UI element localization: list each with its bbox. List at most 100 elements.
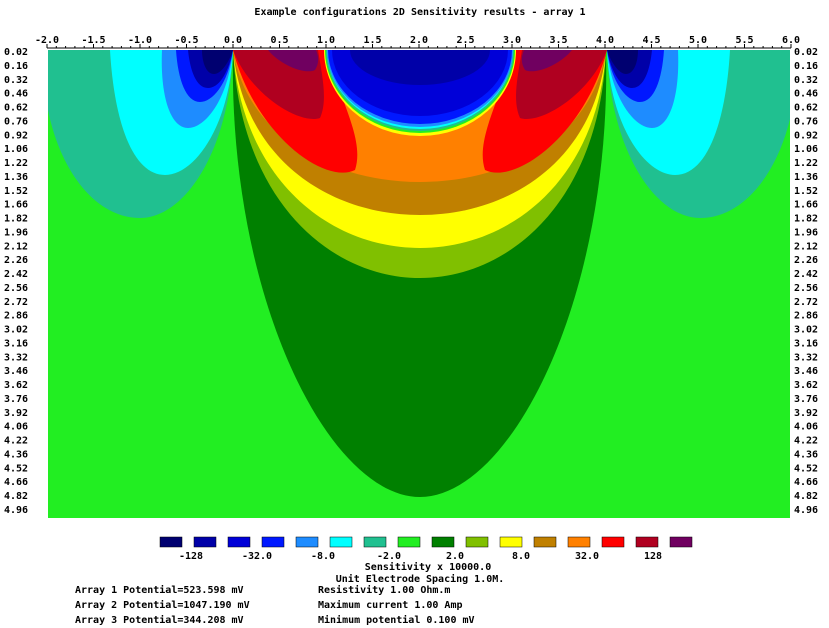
legend-swatch: [669, 536, 693, 548]
legend-caption: Sensitivity x 10000.0: [365, 561, 491, 573]
legend-label: -128: [179, 551, 203, 562]
depth-label-right: 2.72: [794, 297, 818, 308]
x-tick-label: 5.0: [689, 35, 707, 46]
legend-swatch: [363, 536, 387, 548]
depth-label-right: 3.02: [794, 325, 818, 336]
depth-label-left: 0.92: [4, 130, 28, 141]
info-right: Minimum potential 0.100 mV: [318, 614, 475, 626]
legend-swatch: [295, 536, 319, 548]
depth-label-right: 4.52: [794, 463, 818, 474]
legend-swatch: [533, 536, 557, 548]
x-tick-label: 5.5: [735, 35, 753, 46]
depth-label-left: 4.22: [4, 436, 28, 447]
depth-label-left: 2.42: [4, 269, 28, 280]
depth-label-right: 1.52: [794, 186, 818, 197]
legend-swatch: [465, 536, 489, 548]
depth-label-left: 0.32: [4, 75, 28, 86]
depth-label-left: 0.76: [4, 116, 28, 127]
x-tick-label: 0.5: [270, 35, 288, 46]
legend-label: -2.0: [377, 551, 401, 562]
depth-label-left: 2.26: [4, 255, 28, 266]
depth-label-left: 1.66: [4, 200, 28, 211]
depth-label-right: 2.42: [794, 269, 818, 280]
x-tick-label: 3.0: [503, 35, 521, 46]
depth-label-right: 1.66: [794, 200, 818, 211]
legend-label: 32.0: [575, 551, 599, 562]
depth-label-left: 1.36: [4, 172, 28, 183]
legend-label: 2.0: [446, 551, 464, 562]
depth-label-right: 4.96: [794, 505, 818, 516]
depth-label-right: 2.56: [794, 283, 818, 294]
depth-label-left: 2.56: [4, 283, 28, 294]
depth-label-right: 0.32: [794, 75, 818, 86]
depth-label-right: 0.92: [794, 130, 818, 141]
legend-label: -8.0: [311, 551, 335, 562]
depth-label-left: 2.86: [4, 311, 28, 322]
x-tick-label: 1.0: [317, 35, 335, 46]
depth-label-left: 4.06: [4, 422, 28, 433]
depth-label-left: 2.72: [4, 297, 28, 308]
info-left: Array 2 Potential=1047.190 mV: [75, 599, 250, 611]
depth-label-left: 3.46: [4, 366, 28, 377]
depth-label-left: 0.62: [4, 103, 28, 114]
chart-title: Example configurations 2D Sensitivity re…: [254, 6, 585, 18]
depth-label-right: 1.06: [794, 144, 818, 155]
depth-label-left: 4.66: [4, 477, 28, 488]
depth-label-right: 1.36: [794, 172, 818, 183]
info-right: Maximum current 1.00 Amp: [318, 599, 463, 611]
x-tick-label: 0.0: [224, 35, 242, 46]
depth-label-left: 1.82: [4, 214, 28, 225]
legend-swatch: [193, 536, 217, 548]
depth-label-left: 3.32: [4, 352, 28, 363]
x-tick-label: 2.0: [410, 35, 428, 46]
depth-label-left: 2.12: [4, 241, 28, 252]
depth-label-left: 4.82: [4, 491, 28, 502]
depth-label-right: 1.82: [794, 214, 818, 225]
legend-subcaption: Unit Electrode Spacing 1.0M.: [336, 573, 505, 585]
depth-label-left: 3.76: [4, 394, 28, 405]
depth-label-right: 1.22: [794, 158, 818, 169]
legend-swatch: [601, 536, 625, 548]
depth-label-right: 4.36: [794, 449, 818, 460]
x-tick-label: -1.5: [81, 35, 105, 46]
x-tick-label: 6.0: [782, 35, 800, 46]
depth-label-left: 1.06: [4, 144, 28, 155]
contour-map: [48, 50, 790, 518]
legend-swatch: [227, 536, 251, 548]
depth-label-right: 0.02: [794, 47, 818, 58]
depth-label-left: 1.22: [4, 158, 28, 169]
depth-label-right: 4.82: [794, 491, 818, 502]
x-tick-label: 4.5: [642, 35, 660, 46]
legend-swatch: [499, 536, 523, 548]
depth-label-right: 0.46: [794, 89, 818, 100]
x-tick-label: 1.5: [363, 35, 381, 46]
depth-label-right: 3.76: [794, 394, 818, 405]
legend-label: 8.0: [512, 551, 530, 562]
depth-label-right: 2.12: [794, 241, 818, 252]
legend-label: -32.0: [242, 551, 272, 562]
depth-label-left: 0.16: [4, 61, 28, 72]
legend-swatch: [635, 536, 659, 548]
depth-label-left: 3.02: [4, 325, 28, 336]
depth-label-right: 0.76: [794, 116, 818, 127]
depth-label-left: 0.02: [4, 47, 28, 58]
legend-swatch: [431, 536, 455, 548]
depth-label-left: 4.52: [4, 463, 28, 474]
depth-label-right: 0.62: [794, 103, 818, 114]
legend-label: 128: [644, 551, 662, 562]
depth-label-right: 3.32: [794, 352, 818, 363]
depth-label-left: 3.92: [4, 408, 28, 419]
x-tick-label: 3.5: [549, 35, 567, 46]
depth-label-left: 3.16: [4, 338, 28, 349]
legend-swatch: [261, 536, 285, 548]
x-tick-label: 2.5: [456, 35, 474, 46]
depth-label-right: 4.06: [794, 422, 818, 433]
depth-label-right: 4.22: [794, 436, 818, 447]
legend-swatch: [397, 536, 421, 548]
depth-label-right: 3.62: [794, 380, 818, 391]
depth-label-left: 4.36: [4, 449, 28, 460]
legend-swatch: [159, 536, 183, 548]
legend-swatch: [567, 536, 591, 548]
depth-label-left: 4.96: [4, 505, 28, 516]
